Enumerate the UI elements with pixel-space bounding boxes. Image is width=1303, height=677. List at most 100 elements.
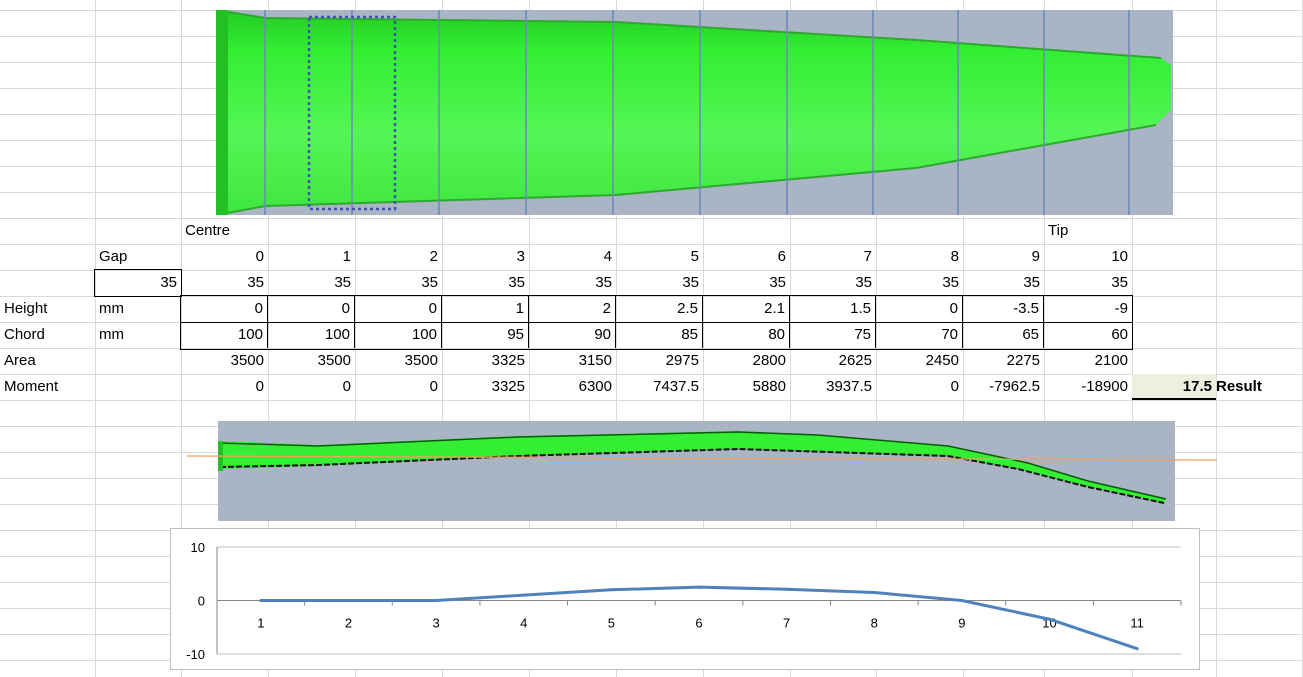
result-value-cell[interactable]: 17.5 <box>1132 374 1216 400</box>
x-tick-label: 1 <box>257 616 264 631</box>
x-tick-label: 7 <box>783 616 790 631</box>
station-cell: 5 <box>616 244 703 270</box>
spacing-cell[interactable]: 35 <box>963 270 1044 296</box>
area-cell[interactable]: 2100 <box>1044 348 1132 374</box>
chord-cell[interactable]: 100 <box>355 322 442 348</box>
spacing-cell[interactable]: 35 <box>442 270 529 296</box>
moment-cell[interactable]: -18900 <box>1044 374 1132 400</box>
reference-line <box>187 450 1217 460</box>
moment-cell[interactable]: 0 <box>181 374 268 400</box>
wing-side-view-image[interactable] <box>218 421 1175 521</box>
moment-cell[interactable]: 6300 <box>529 374 616 400</box>
data-point <box>873 591 876 594</box>
chord-cell[interactable]: 85 <box>616 322 703 348</box>
wing-top-view-image[interactable] <box>216 10 1173 215</box>
y-tick-label: -10 <box>186 647 205 662</box>
x-tick-label: 5 <box>608 616 615 631</box>
chord-cell[interactable]: 90 <box>529 322 616 348</box>
height-cell[interactable]: 0 <box>876 296 963 322</box>
area-cell[interactable]: 3325 <box>442 348 529 374</box>
spacing-cell[interactable]: 35 <box>876 270 963 296</box>
data-point <box>259 599 262 602</box>
area-cell[interactable]: 3500 <box>355 348 442 374</box>
spacing-cell[interactable]: 35 <box>529 270 616 296</box>
centre-label: Centre <box>181 218 268 244</box>
moment-cell[interactable]: 7437.5 <box>616 374 703 400</box>
chord-cell[interactable]: 80 <box>703 322 790 348</box>
area-cell[interactable]: 3500 <box>268 348 355 374</box>
height-cell[interactable]: 0 <box>181 296 268 322</box>
gap-label: Gap <box>95 244 181 270</box>
chord-cell[interactable]: 100 <box>268 322 355 348</box>
station-cell: 9 <box>963 244 1044 270</box>
chord-cell[interactable]: 70 <box>876 322 963 348</box>
moment-cell[interactable]: 0 <box>268 374 355 400</box>
station-cell: 8 <box>876 244 963 270</box>
moment-label: Moment <box>0 374 95 400</box>
chord-unit: mm <box>95 322 181 348</box>
height-cell[interactable]: 0 <box>268 296 355 322</box>
spacing-cell[interactable]: 35 <box>181 270 268 296</box>
area-cell[interactable]: 2625 <box>790 348 876 374</box>
moment-cell[interactable]: 0 <box>355 374 442 400</box>
area-cell[interactable]: 2275 <box>963 348 1044 374</box>
height-cell[interactable]: -3.5 <box>963 296 1044 322</box>
data-point <box>1136 647 1139 650</box>
x-tick-label: 9 <box>958 616 965 631</box>
station-cell: 4 <box>529 244 616 270</box>
data-point <box>347 599 350 602</box>
moment-cell[interactable]: -7962.5 <box>963 374 1044 400</box>
x-tick-label: 3 <box>432 616 439 631</box>
spacing-cell[interactable]: 35 <box>355 270 442 296</box>
height-cell[interactable]: 1.5 <box>790 296 876 322</box>
moment-cell[interactable]: 5880 <box>703 374 790 400</box>
spacing-cell[interactable]: 35 <box>1044 270 1132 296</box>
station-cell: 0 <box>181 244 268 270</box>
area-cell[interactable]: 2975 <box>616 348 703 374</box>
moment-cell[interactable]: 0 <box>876 374 963 400</box>
area-label: Area <box>0 348 95 374</box>
tip-label: Tip <box>1044 218 1132 244</box>
x-tick-label: 4 <box>520 616 527 631</box>
x-tick-label: 2 <box>345 616 352 631</box>
grid-row-line <box>0 400 1303 401</box>
height-chart-svg: 100-101 2 3 4 5 6 7 8 9 10 11 <box>171 529 1199 669</box>
area-cell[interactable]: 2800 <box>703 348 790 374</box>
data-point <box>435 599 438 602</box>
data-point <box>698 586 701 589</box>
chord-cell[interactable]: 60 <box>1044 322 1132 348</box>
station-cell: 3 <box>442 244 529 270</box>
chord-label: Chord <box>0 322 95 348</box>
data-point <box>610 588 613 591</box>
spacing-cell[interactable]: 35 <box>703 270 790 296</box>
spacing-cell[interactable]: 35 <box>616 270 703 296</box>
height-label: Height <box>0 296 95 322</box>
height-unit: mm <box>95 296 181 322</box>
station-cell: 1 <box>268 244 355 270</box>
height-cell[interactable]: 2.1 <box>703 296 790 322</box>
moment-cell[interactable]: 3937.5 <box>790 374 876 400</box>
station-cell: 10 <box>1044 244 1132 270</box>
x-tick-label: 6 <box>695 616 702 631</box>
moment-cell[interactable]: 3325 <box>442 374 529 400</box>
spacing-cell[interactable]: 35 <box>790 270 876 296</box>
gap-value-cell[interactable]: 35 <box>95 270 181 296</box>
chord-cell[interactable]: 100 <box>181 322 268 348</box>
chord-cell[interactable]: 75 <box>790 322 876 348</box>
height-cell[interactable]: 2 <box>529 296 616 322</box>
area-cell[interactable]: 2450 <box>876 348 963 374</box>
data-point <box>960 599 963 602</box>
height-cell[interactable]: -9 <box>1044 296 1132 322</box>
area-cell[interactable]: 3500 <box>181 348 268 374</box>
chord-cell[interactable]: 95 <box>442 322 529 348</box>
data-point <box>522 594 525 597</box>
station-cell: 7 <box>790 244 876 270</box>
height-cell[interactable]: 2.5 <box>616 296 703 322</box>
height-cell[interactable]: 1 <box>442 296 529 322</box>
area-cell[interactable]: 3150 <box>529 348 616 374</box>
spacing-cell[interactable]: 35 <box>268 270 355 296</box>
chord-cell[interactable]: 65 <box>963 322 1044 348</box>
station-cell: 6 <box>703 244 790 270</box>
height-chart[interactable]: 10 0 -10 1 2 3 4 5 6 7 8 9 10 11 <box>170 528 1200 670</box>
height-cell[interactable]: 0 <box>355 296 442 322</box>
